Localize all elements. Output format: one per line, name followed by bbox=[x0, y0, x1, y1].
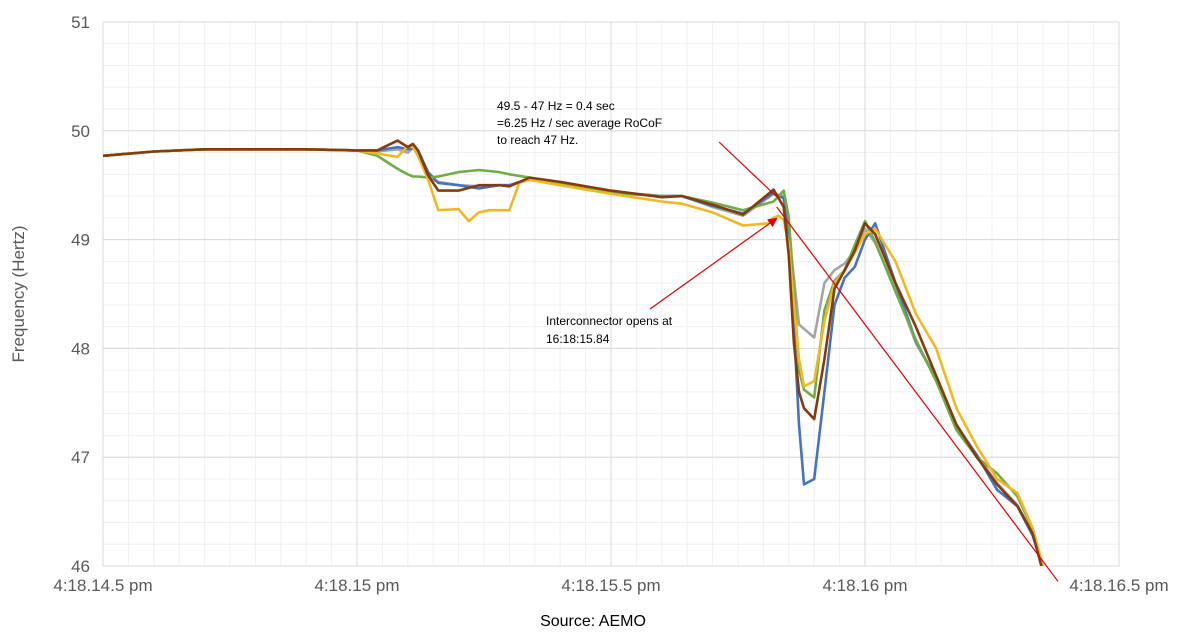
series-line-4 bbox=[103, 144, 1045, 566]
series-line-3 bbox=[103, 148, 1045, 566]
interconnector-arrow bbox=[649, 217, 778, 310]
grid bbox=[102, 21, 1120, 567]
y-tick-label: 51 bbox=[71, 13, 90, 32]
interconnector-annotation-line: 16:18:15.84 bbox=[546, 332, 610, 346]
y-tick-label: 47 bbox=[71, 448, 90, 467]
series-line-2 bbox=[103, 145, 1045, 566]
rocof-line bbox=[776, 206, 1059, 582]
y-tick-label: 48 bbox=[71, 339, 90, 358]
axes: 4:18.14.5 pm 4:18.15 pm 4:18.15.5 pm 4:18.1… bbox=[53, 13, 1168, 595]
series-line-5 bbox=[103, 139, 1043, 566]
x-tick-label: 4:18.14.5 pm bbox=[53, 576, 152, 595]
y-axis-title: Frequency (Hertz) bbox=[9, 226, 28, 363]
rocof-annotation-line: to reach 47 Hz. bbox=[497, 133, 578, 147]
y-tick-label: 50 bbox=[71, 122, 90, 141]
annotations: 49.5 - 47 Hz = 0.4 sec =6.25 Hz / sec ave… bbox=[497, 99, 1059, 582]
series-line-1 bbox=[103, 146, 1045, 566]
x-tick-label: 4:18.16.5 pm bbox=[1069, 576, 1168, 595]
plot-border bbox=[102, 21, 1120, 567]
source-note: Source: AEMO bbox=[540, 613, 646, 630]
x-tick-label: 4:18.15 pm bbox=[314, 576, 399, 595]
y-tick-label: 46 bbox=[71, 557, 90, 576]
interconnector-annotation-line: Interconnector opens at bbox=[546, 314, 673, 328]
x-tick-label: 4:18.15.5 pm bbox=[561, 576, 660, 595]
y-tick-label: 49 bbox=[71, 231, 90, 250]
rocof-annotation-line: 49.5 - 47 Hz = 0.4 sec bbox=[497, 99, 615, 113]
rocof-callout-line bbox=[718, 141, 779, 199]
rocof-annotation-line: =6.25 Hz / sec average RoCoF bbox=[497, 116, 662, 130]
x-tick-label: 4:18.16 pm bbox=[822, 576, 907, 595]
series-group bbox=[103, 139, 1045, 566]
